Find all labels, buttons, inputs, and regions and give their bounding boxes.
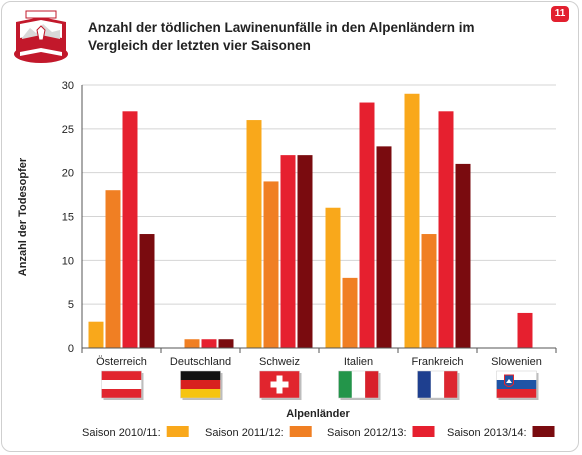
y-tick-label: 5 <box>68 299 74 311</box>
austria-flag-icon <box>101 370 144 400</box>
bar <box>122 111 138 348</box>
y-axis-title: Anzahl der Todesopfer <box>17 157 29 276</box>
legend-swatch <box>166 426 189 437</box>
bar <box>88 321 104 348</box>
x-tick-label: Italien <box>344 356 373 368</box>
bar <box>517 312 533 348</box>
y-tick-label: 20 <box>62 168 74 180</box>
bar <box>105 190 121 348</box>
bar <box>325 207 341 348</box>
bar <box>218 339 234 348</box>
bar <box>246 120 262 348</box>
bar <box>404 93 420 349</box>
avalanche-logo-icon <box>10 8 72 68</box>
y-axis: 0 5 10 15 20 25 30 <box>62 80 83 355</box>
bar <box>421 234 437 348</box>
bar <box>342 277 358 348</box>
y-tick-label: 30 <box>62 80 74 92</box>
y-tick-label: 25 <box>62 124 74 136</box>
switzerland-flag-icon <box>259 370 302 400</box>
y-tick-label: 0 <box>68 343 74 355</box>
legend-label: Saison 2012/13: <box>327 427 407 439</box>
bar <box>297 155 313 348</box>
bar <box>359 102 375 349</box>
chart-title: Anzahl der tödlichen Lawinenunfälle in d… <box>88 20 475 53</box>
slovenia-flag-icon <box>496 370 539 400</box>
y-tick-label: 10 <box>62 255 74 267</box>
legend: Saison 2010/11: Saison 2011/12: Saison 201… <box>82 426 555 439</box>
legend-swatch <box>289 426 312 437</box>
flags <box>101 370 539 400</box>
bar <box>201 339 217 348</box>
x-tick-label: Slowenien <box>491 356 542 368</box>
x-tick-label: Deutschland <box>170 356 231 368</box>
bar <box>438 111 454 348</box>
x-axis-title: Alpenländer <box>286 408 350 420</box>
x-tick-label: Schweiz <box>259 356 300 368</box>
legend-label: Saison 2010/11: <box>82 427 161 439</box>
legend-swatch <box>532 426 555 437</box>
bar <box>376 146 392 348</box>
legend-label: Saison 2011/12: <box>205 427 284 439</box>
bar <box>455 163 471 348</box>
legend-label: Saison 2013/14: <box>447 427 527 439</box>
bar <box>263 181 279 348</box>
legend-swatch <box>412 426 435 437</box>
france-flag-icon <box>417 370 460 400</box>
y-tick-label: 15 <box>62 212 74 224</box>
page-number-badge: 11 <box>551 6 569 22</box>
x-tick-label: Frankreich <box>412 356 464 368</box>
bar <box>139 234 155 348</box>
x-axis: Österreich Deutschland Schweiz Italien Frank… <box>81 347 557 368</box>
x-tick-label: Österreich <box>96 356 147 368</box>
germany-flag-icon <box>180 370 223 400</box>
bars <box>88 93 533 349</box>
italy-flag-icon <box>338 370 381 400</box>
bar <box>280 155 296 348</box>
bar <box>184 339 200 348</box>
